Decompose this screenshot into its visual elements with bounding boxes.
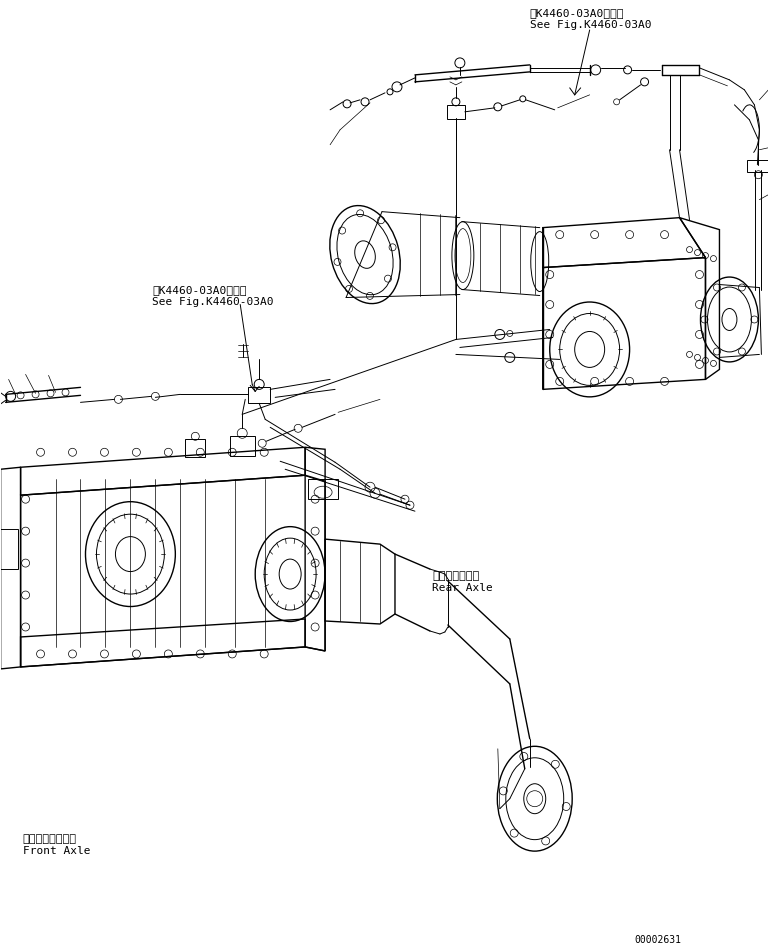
Text: See Fig.K4460-03A0: See Fig.K4460-03A0 [152,297,274,306]
Bar [747,160,769,172]
Text: Front Axle: Front Axle [22,846,90,856]
Text: フロントアクスル: フロントアクスル [22,833,77,844]
Bar [248,388,270,403]
Bar [230,436,255,456]
Text: 第K4460-03A0図参照: 第K4460-03A0図参照 [530,8,624,18]
Text: See Fig.K4460-03A0: See Fig.K4460-03A0 [530,20,651,30]
Text: Rear Axle: Rear Axle [432,583,493,593]
Bar [0,529,18,569]
Bar [185,439,205,457]
Text: 第K4460-03A0図参照: 第K4460-03A0図参照 [152,284,247,295]
Bar [308,480,338,500]
Text: リヤーアクスル: リヤーアクスル [432,571,479,581]
Bar [447,105,465,118]
Text: 00002631: 00002631 [634,936,681,945]
